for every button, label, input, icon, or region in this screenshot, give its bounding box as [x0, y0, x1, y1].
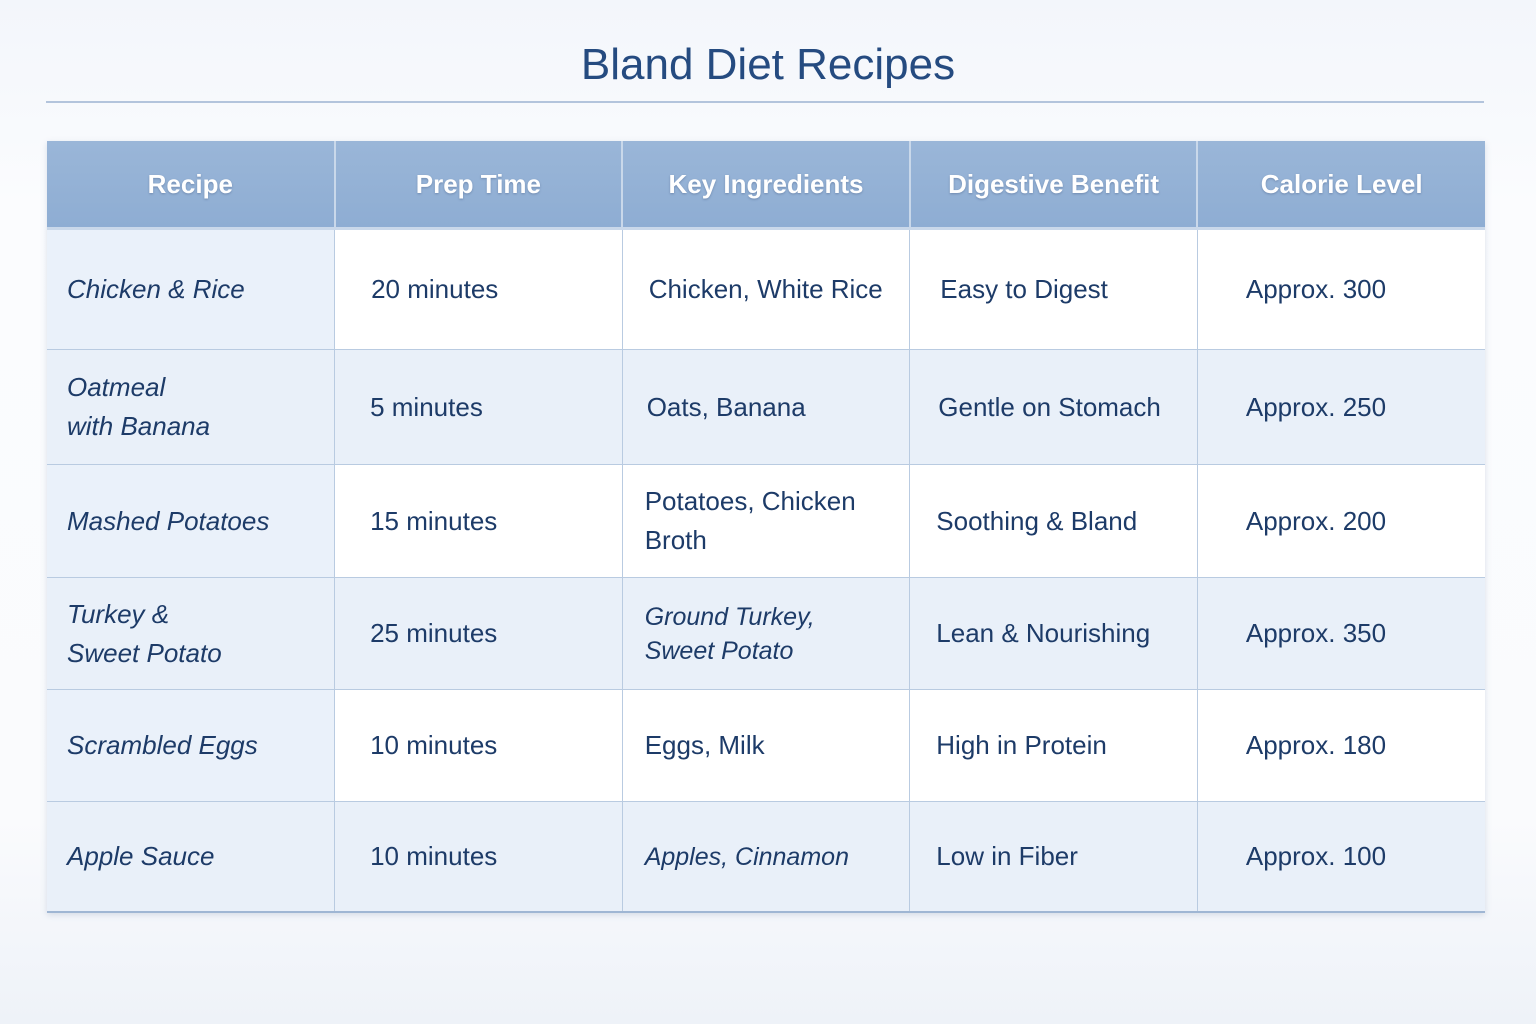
- cell-prep-time: 5 minutes: [334, 349, 623, 465]
- title-divider: [46, 101, 1484, 103]
- cell-ingredients: Eggs, Milk: [621, 689, 911, 802]
- table-row: Chicken & Rice 20 minutes Chicken, White…: [47, 228, 1485, 350]
- table-row: Apple Sauce 10 minutes Apples, Cinnamon …: [47, 801, 1485, 913]
- table-row: Turkey & Sweet Potato 25 minutes Ground …: [47, 577, 1485, 690]
- cell-recipe: Apple Sauce: [47, 801, 336, 913]
- cell-recipe: Oatmeal with Banana: [47, 349, 336, 465]
- cell-calories: Approx. 180: [1196, 689, 1485, 802]
- cell-ingredients: Apples, Cinnamon: [621, 801, 911, 913]
- cell-benefit: Easy to Digest: [909, 228, 1198, 350]
- page-title: Bland Diet Recipes: [580, 40, 956, 89]
- cell-calories: Approx. 350: [1196, 577, 1485, 690]
- cell-prep-time: 10 minutes: [334, 689, 623, 802]
- table-row: Scrambled Eggs 10 minutes Eggs, Milk Hig…: [47, 689, 1485, 802]
- cell-ingredients: Ground Turkey, Sweet Potato: [621, 577, 911, 690]
- cell-prep-time: 20 minutes: [334, 228, 623, 350]
- table-header-row: Recipe Prep Time Key Ingredients Digesti…: [47, 141, 1485, 230]
- cell-prep-time: 15 minutes: [334, 464, 623, 578]
- cell-ingredients: Oats, Banana: [621, 349, 911, 465]
- cell-calories: Approx. 250: [1196, 349, 1485, 465]
- cell-benefit: Gentle on Stomach: [909, 349, 1198, 465]
- cell-recipe: Turkey & Sweet Potato: [47, 577, 336, 690]
- cell-recipe: Chicken & Rice: [47, 228, 336, 350]
- cell-benefit: Lean & Nourishing: [909, 577, 1198, 690]
- cell-benefit: Soothing & Bland: [909, 464, 1198, 578]
- cell-prep-time: 25 minutes: [334, 577, 623, 690]
- header-key-ingredients: Key Ingredients: [621, 141, 910, 230]
- cell-calories: Approx. 100: [1196, 801, 1485, 913]
- cell-ingredients: Potatoes, Chicken Broth: [621, 464, 911, 578]
- table-row: Mashed Potatoes 15 minutes Potatoes, Chi…: [47, 464, 1485, 578]
- cell-ingredients: Chicken, White Rice: [621, 228, 911, 350]
- header-calorie-level: Calorie Level: [1196, 141, 1485, 230]
- cell-calories: Approx. 200: [1196, 464, 1485, 578]
- cell-recipe: Scrambled Eggs: [47, 689, 336, 802]
- cell-calories: Approx. 300: [1196, 228, 1485, 350]
- cell-recipe: Mashed Potatoes: [47, 464, 336, 578]
- recipes-table: Recipe Prep Time Key Ingredients Digesti…: [47, 141, 1485, 913]
- cell-benefit: High in Protein: [909, 689, 1198, 802]
- table-row: Oatmeal with Banana 5 minutes Oats, Bana…: [47, 349, 1485, 465]
- cell-benefit: Low in Fiber: [909, 801, 1198, 913]
- header-prep-time: Prep Time: [333, 141, 623, 230]
- header-digestive-benefit: Digestive Benefit: [908, 141, 1198, 230]
- cell-prep-time: 10 minutes: [334, 801, 623, 913]
- header-recipe: Recipe: [47, 141, 335, 230]
